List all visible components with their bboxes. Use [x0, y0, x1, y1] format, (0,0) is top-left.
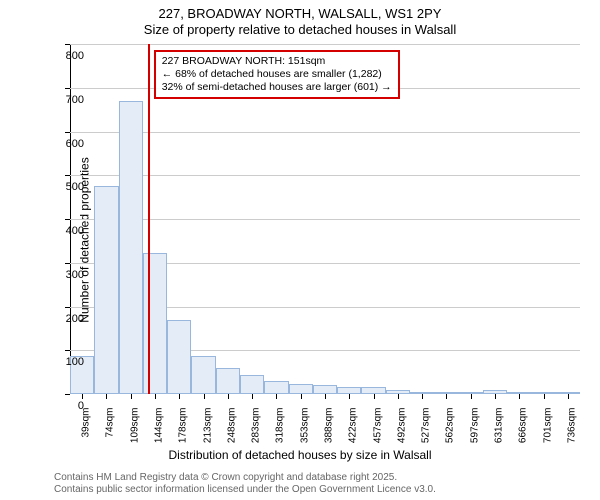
x-tick-label: 736sqm: [566, 408, 577, 444]
x-axis-label: Distribution of detached houses by size …: [0, 448, 600, 462]
x-tick: [568, 394, 569, 399]
histogram-bar: [240, 375, 264, 394]
y-tick: [65, 88, 70, 89]
y-tick: [65, 263, 70, 264]
footnote-line2: Contains public sector information licen…: [54, 484, 436, 496]
x-tick: [252, 394, 253, 399]
x-tick: [374, 394, 375, 399]
x-tick-label: 283sqm: [251, 408, 262, 444]
x-tick: [398, 394, 399, 399]
x-tick-label: 562sqm: [445, 408, 456, 444]
y-tick-label: 500: [66, 181, 84, 193]
y-tick-label: 700: [66, 94, 84, 106]
gridline: [70, 175, 580, 176]
x-tick-label: 318sqm: [275, 408, 286, 444]
histogram-bar: [289, 384, 313, 394]
x-tick-label: 666sqm: [518, 408, 529, 444]
x-tick-label: 597sqm: [469, 408, 480, 444]
x-tick-label: 144sqm: [154, 408, 165, 444]
y-tick: [65, 44, 70, 45]
y-tick-label: 200: [66, 313, 84, 325]
x-tick: [301, 394, 302, 399]
histogram-bar: [167, 320, 191, 394]
x-tick: [228, 394, 229, 399]
x-tick-label: 109sqm: [129, 408, 140, 444]
y-tick: [65, 219, 70, 220]
histogram-bar: [337, 387, 361, 394]
y-tick-label: 300: [66, 269, 84, 281]
x-tick-label: 74sqm: [105, 408, 116, 438]
chart-container: 227, BROADWAY NORTH, WALSALL, WS1 2PY Si…: [0, 0, 600, 500]
x-tick: [106, 394, 107, 399]
histogram-bar: [216, 368, 240, 394]
x-tick-label: 422sqm: [348, 408, 359, 444]
x-tick-label: 492sqm: [396, 408, 407, 444]
x-tick: [204, 394, 205, 399]
histogram-bar: [264, 381, 288, 394]
x-tick-label: 457sqm: [372, 408, 383, 444]
y-tick: [65, 394, 70, 395]
y-tick-label: 600: [66, 138, 84, 150]
reference-line: [148, 44, 150, 394]
footnote-line1: Contains HM Land Registry data © Crown c…: [54, 472, 436, 484]
x-tick: [495, 394, 496, 399]
gridline: [70, 44, 580, 45]
annotation-box: 227 BROADWAY NORTH: 151sqm← 68% of detac…: [154, 50, 400, 99]
x-tick-label: 388sqm: [324, 408, 335, 444]
x-tick-label: 213sqm: [202, 408, 213, 444]
x-tick: [446, 394, 447, 399]
x-tick: [155, 394, 156, 399]
histogram-bar: [361, 387, 385, 394]
x-tick: [131, 394, 132, 399]
y-tick-label: 400: [66, 225, 84, 237]
x-tick: [82, 394, 83, 399]
annotation-line: 32% of semi-detached houses are larger (…: [162, 81, 392, 94]
x-tick-label: 178sqm: [178, 408, 189, 444]
y-tick: [65, 307, 70, 308]
gridline: [70, 219, 580, 220]
y-tick: [65, 132, 70, 133]
annotation-line: 227 BROADWAY NORTH: 151sqm: [162, 55, 392, 68]
histogram-bar: [119, 101, 143, 394]
chart-title-main: 227, BROADWAY NORTH, WALSALL, WS1 2PY: [0, 6, 600, 21]
histogram-bar: [313, 385, 337, 394]
chart-title-sub: Size of property relative to detached ho…: [0, 22, 600, 37]
histogram-bar: [94, 186, 118, 394]
histogram-bar: [191, 356, 215, 395]
y-tick-label: 100: [66, 356, 84, 368]
x-tick: [422, 394, 423, 399]
x-tick-label: 701sqm: [542, 408, 553, 444]
x-tick-label: 39sqm: [81, 408, 92, 438]
x-tick-label: 353sqm: [299, 408, 310, 444]
histogram-bar: [143, 253, 167, 394]
y-tick-label: 800: [66, 50, 84, 62]
annotation-line: ← 68% of detached houses are smaller (1,…: [162, 68, 392, 81]
x-tick: [276, 394, 277, 399]
x-tick: [179, 394, 180, 399]
gridline: [70, 132, 580, 133]
x-tick-label: 527sqm: [421, 408, 432, 444]
x-tick-label: 631sqm: [494, 408, 505, 444]
footnote: Contains HM Land Registry data © Crown c…: [54, 472, 436, 496]
x-tick: [544, 394, 545, 399]
x-tick: [325, 394, 326, 399]
x-tick: [519, 394, 520, 399]
y-tick: [65, 175, 70, 176]
plot-area: 227 BROADWAY NORTH: 151sqm← 68% of detac…: [70, 44, 580, 394]
y-tick: [65, 350, 70, 351]
x-tick: [471, 394, 472, 399]
x-tick-label: 248sqm: [226, 408, 237, 444]
x-tick: [349, 394, 350, 399]
